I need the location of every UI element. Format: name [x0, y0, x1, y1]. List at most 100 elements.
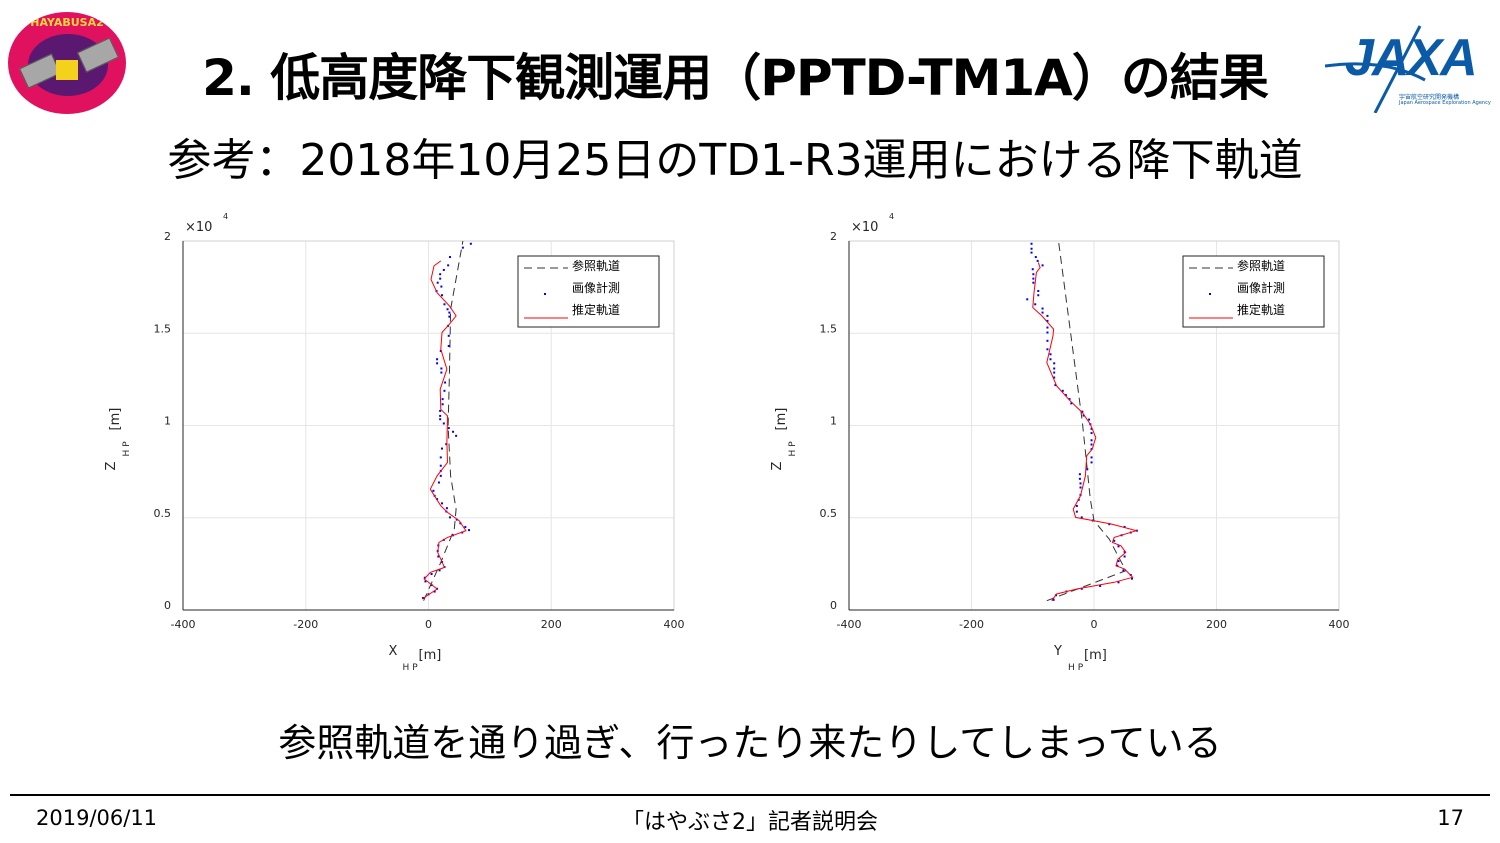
data-point [439, 456, 442, 459]
data-point [1090, 439, 1093, 442]
data-point [439, 273, 442, 276]
logo-text: HAYABUSA2 [30, 16, 104, 29]
x-axis-label-subscript: HP [1068, 663, 1086, 673]
x-axis-label: X [389, 644, 398, 659]
data-point [452, 430, 455, 433]
data-point [448, 256, 451, 259]
data-point [445, 507, 448, 510]
data-point [464, 525, 467, 528]
y-tick-label: 0 [164, 599, 171, 612]
y-axis-label: ZHP [m] [770, 408, 798, 471]
data-point [1049, 358, 1052, 361]
legend-dot-icon [1209, 293, 1211, 295]
jaxa-subtitle-en: Japan Aerospace Exploration Agency [1399, 100, 1491, 106]
data-point [1046, 314, 1049, 317]
data-point [1090, 427, 1093, 430]
data-point [1053, 362, 1056, 365]
data-point [439, 464, 442, 467]
y-axis-label-unit: [m] [774, 408, 789, 431]
data-point [1075, 510, 1078, 513]
page-number: 17 [1437, 806, 1464, 830]
data-point [1080, 516, 1083, 519]
x-tick-label: -400 [837, 618, 862, 631]
data-point [439, 474, 442, 477]
data-point [436, 358, 439, 361]
y-tick-label: 0.5 [820, 507, 838, 520]
data-point [455, 434, 458, 437]
data-point [1037, 289, 1040, 292]
data-point [455, 518, 458, 521]
data-point [439, 414, 442, 417]
data-point [433, 590, 436, 593]
data-point [1041, 311, 1044, 314]
legend-entry: 参照軌道 [572, 258, 620, 273]
data-point [1130, 577, 1133, 580]
data-point [1046, 326, 1049, 329]
data-point [1090, 432, 1093, 435]
data-point [1113, 539, 1116, 542]
data-point [1081, 410, 1084, 413]
data-point [445, 443, 448, 446]
y-tick-label: 0 [830, 599, 837, 612]
data-point [441, 502, 444, 505]
legend-entry: 画像計測 [1237, 280, 1285, 295]
y-exponent-power: 4 [889, 212, 894, 221]
y-axis-label-main: Z [104, 462, 119, 471]
data-point [432, 489, 435, 492]
spacecraft-icon [56, 60, 78, 80]
data-point [437, 481, 440, 484]
data-point [446, 308, 449, 311]
data-point [1079, 482, 1082, 485]
data-point [1034, 256, 1037, 259]
data-point [1053, 371, 1056, 374]
y-exponent-label: ×10 [851, 220, 878, 235]
chart-1: -400 -200 0 200 40000.511.52×104XHP[m]ZHP[m]… [104, 212, 685, 673]
data-point [1049, 353, 1052, 356]
y-axis-label-subscript: HP [788, 438, 798, 456]
x-axis-label-subscript: HP [403, 663, 421, 673]
y-tick-label: 1.5 [820, 322, 838, 335]
jaxa-wordmark: JAXA [1345, 29, 1478, 87]
data-point [1078, 477, 1081, 480]
data-point [468, 529, 471, 532]
series-measured [1026, 242, 1138, 601]
footer-date: 2019/06/11 [36, 806, 158, 830]
data-point [1030, 247, 1033, 250]
data-point [1090, 461, 1093, 464]
series-reference-line [1046, 240, 1127, 602]
jaxa-subtitle: 宇宙航空研究開発機構 [1399, 94, 1460, 101]
data-point [441, 294, 444, 297]
data-point [1090, 456, 1093, 459]
data-point [441, 403, 444, 406]
data-point [469, 242, 472, 245]
x-tick-label: -200 [959, 618, 984, 631]
data-point [1070, 402, 1073, 405]
data-point [430, 573, 433, 576]
y-axis-label-main: Z [770, 462, 785, 471]
footer-event: 「はやぶさ2」記者説明会 [622, 810, 878, 835]
x-tick-label: 400 [1329, 618, 1350, 631]
data-point [1030, 251, 1033, 254]
chart-2: -400 -200 0 200 40000.511.52×104YHP[m]ZHP[m]… [770, 212, 1350, 673]
data-point [1079, 486, 1082, 489]
data-point [1053, 376, 1056, 379]
subtitle: 参考：2018年10月25日のTD1-R3運用における降下軌道 [167, 135, 1303, 186]
x-tick-label: 200 [541, 618, 562, 631]
legend-entry: 画像計測 [572, 280, 620, 295]
x-tick-label: 0 [425, 618, 432, 631]
data-point [436, 281, 439, 284]
data-point [1078, 473, 1081, 476]
data-point [1032, 277, 1035, 280]
data-point [1082, 414, 1085, 417]
y-tick-label: 1.5 [154, 322, 172, 335]
data-point [443, 389, 446, 392]
y-tick-label: 2 [164, 230, 171, 243]
data-point [439, 349, 442, 352]
y-tick-label: 0.5 [154, 507, 172, 520]
y-tick-label: 2 [830, 230, 837, 243]
data-point [1054, 384, 1057, 387]
data-point [1117, 581, 1120, 584]
data-point [1053, 367, 1056, 370]
legend-entry: 参照軌道 [1237, 258, 1285, 273]
